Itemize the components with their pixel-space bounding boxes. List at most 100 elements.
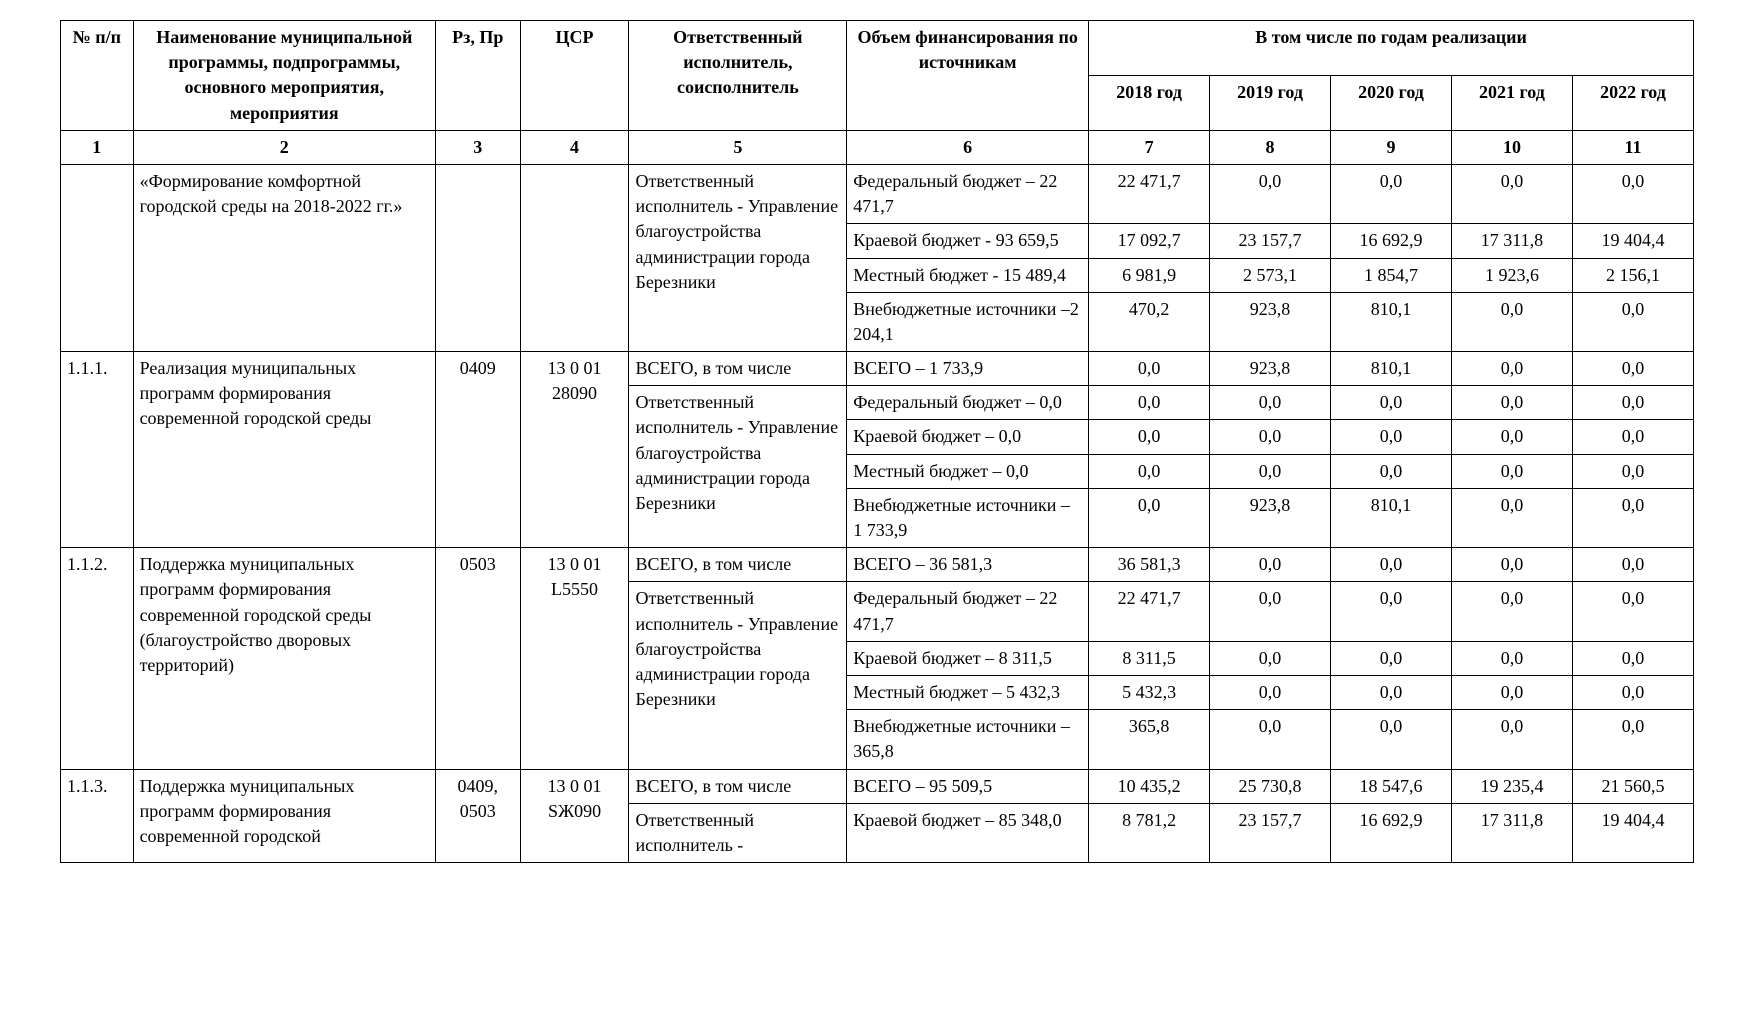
hdr-2022: 2022 год [1572, 75, 1693, 130]
r1-exec2: Ответственный исполнитель - Управление б… [629, 386, 847, 548]
cell: 0,0 [1572, 710, 1693, 769]
hdr-exec: Ответственный исполнитель, соисполнитель [629, 21, 847, 131]
cell: 923,8 [1210, 292, 1331, 351]
r3-src2: Краевой бюджет – 85 348,0 [847, 803, 1089, 862]
cell: 0,0 [1089, 420, 1210, 454]
r0-src1: Федеральный бюджет – 22 471,7 [847, 164, 1089, 223]
cell: 0,0 [1451, 420, 1572, 454]
r2-src3: Краевой бюджет – 8 311,5 [847, 641, 1089, 675]
cell: 23 157,7 [1210, 224, 1331, 258]
cell: 10 435,2 [1089, 769, 1210, 803]
r3-row1: 1.1.3. Поддержка муниципальных программ … [61, 769, 1694, 803]
r1-src3: Краевой бюджет – 0,0 [847, 420, 1089, 454]
cell: 0,0 [1451, 164, 1572, 223]
cell: 810,1 [1331, 352, 1452, 386]
r2-name: Поддержка муниципальных программ формиро… [133, 548, 435, 769]
r1-row1: 1.1.1. Реализация муниципальных программ… [61, 352, 1694, 386]
hdr-rz: Рз, Пр [435, 21, 520, 131]
r1-num: 1.1.1. [61, 352, 134, 548]
hn7: 7 [1089, 130, 1210, 164]
cell: 923,8 [1210, 352, 1331, 386]
r1-name: Реализация муниципальных программ формир… [133, 352, 435, 548]
cell: 6 981,9 [1089, 258, 1210, 292]
cell: 0,0 [1572, 352, 1693, 386]
r1-src2: Федеральный бюджет – 0,0 [847, 386, 1089, 420]
hn11: 11 [1572, 130, 1693, 164]
r2-src1: ВСЕГО – 36 581,3 [847, 548, 1089, 582]
hn10: 10 [1451, 130, 1572, 164]
cell: 0,0 [1451, 548, 1572, 582]
hn6: 6 [847, 130, 1089, 164]
r2-csr: 13 0 01 L5550 [520, 548, 629, 769]
cell: 18 547,6 [1331, 769, 1452, 803]
r2-src5: Внебюджетные источники – 365,8 [847, 710, 1089, 769]
cell: 0,0 [1210, 420, 1331, 454]
cell: 0,0 [1089, 352, 1210, 386]
r1-rz: 0409 [435, 352, 520, 548]
cell: 0,0 [1331, 420, 1452, 454]
cell: 17 092,7 [1089, 224, 1210, 258]
cell: 22 471,7 [1089, 582, 1210, 641]
cell: 0,0 [1210, 675, 1331, 709]
cell: 470,2 [1089, 292, 1210, 351]
r3-name: Поддержка муниципальных программ формиро… [133, 769, 435, 863]
cell: 0,0 [1331, 675, 1452, 709]
r2-src4: Местный бюджет – 5 432,3 [847, 675, 1089, 709]
cell: 0,0 [1572, 582, 1693, 641]
r0-num [61, 164, 134, 351]
r2-row1: 1.1.2. Поддержка муниципальных программ … [61, 548, 1694, 582]
cell: 19 235,4 [1451, 769, 1572, 803]
cell: 0,0 [1210, 548, 1331, 582]
r1-exec1: ВСЕГО, в том числе [629, 352, 847, 386]
r3-exec1: ВСЕГО, в том числе [629, 769, 847, 803]
cell: 2 573,1 [1210, 258, 1331, 292]
r3-csr: 13 0 01 SЖ090 [520, 769, 629, 863]
hn2: 2 [133, 130, 435, 164]
cell: 17 311,8 [1451, 803, 1572, 862]
hn3: 3 [435, 130, 520, 164]
cell: 0,0 [1331, 386, 1452, 420]
cell: 0,0 [1331, 454, 1452, 488]
hn8: 8 [1210, 130, 1331, 164]
cell: 0,0 [1572, 292, 1693, 351]
cell: 365,8 [1089, 710, 1210, 769]
cell: 0,0 [1451, 352, 1572, 386]
cell: 2 156,1 [1572, 258, 1693, 292]
cell: 0,0 [1572, 675, 1693, 709]
r2-num: 1.1.2. [61, 548, 134, 769]
r1-src5: Внебюджетные источники – 1 733,9 [847, 488, 1089, 547]
cell: 0,0 [1451, 292, 1572, 351]
hn9: 9 [1331, 130, 1452, 164]
cell: 0,0 [1572, 164, 1693, 223]
cell: 0,0 [1451, 675, 1572, 709]
cell: 23 157,7 [1210, 803, 1331, 862]
hdr-2021: 2021 год [1451, 75, 1572, 130]
r0-csr [520, 164, 629, 351]
r1-src1: ВСЕГО – 1 733,9 [847, 352, 1089, 386]
cell: 0,0 [1572, 420, 1693, 454]
cell: 0,0 [1210, 386, 1331, 420]
cell: 0,0 [1331, 548, 1452, 582]
header-num-row: 1 2 3 4 5 6 7 8 9 10 11 [61, 130, 1694, 164]
hdr-name: Наименование муниципальной программы, по… [133, 21, 435, 131]
hdr-2018: 2018 год [1089, 75, 1210, 130]
cell: 22 471,7 [1089, 164, 1210, 223]
hdr-years-group: В том числе по годам реализации [1089, 21, 1694, 76]
hdr-2019: 2019 год [1210, 75, 1331, 130]
cell: 0,0 [1089, 488, 1210, 547]
r0-src4: Внебюджетные источники –2 204,1 [847, 292, 1089, 351]
hn1: 1 [61, 130, 134, 164]
cell: 0,0 [1451, 488, 1572, 547]
finance-table: № п/п Наименование муниципальной програм… [60, 20, 1694, 863]
cell: 21 560,5 [1572, 769, 1693, 803]
r0-src3: Местный бюджет - 15 489,4 [847, 258, 1089, 292]
cell: 0,0 [1331, 582, 1452, 641]
r3-exec2: Ответственный исполнитель - [629, 803, 847, 862]
cell: 0,0 [1451, 710, 1572, 769]
hn5: 5 [629, 130, 847, 164]
cell: 0,0 [1210, 641, 1331, 675]
r0-name: «Формирование комфортной городской среды… [133, 164, 435, 351]
cell: 0,0 [1572, 548, 1693, 582]
r0-row1: «Формирование комфортной городской среды… [61, 164, 1694, 223]
cell: 8 781,2 [1089, 803, 1210, 862]
